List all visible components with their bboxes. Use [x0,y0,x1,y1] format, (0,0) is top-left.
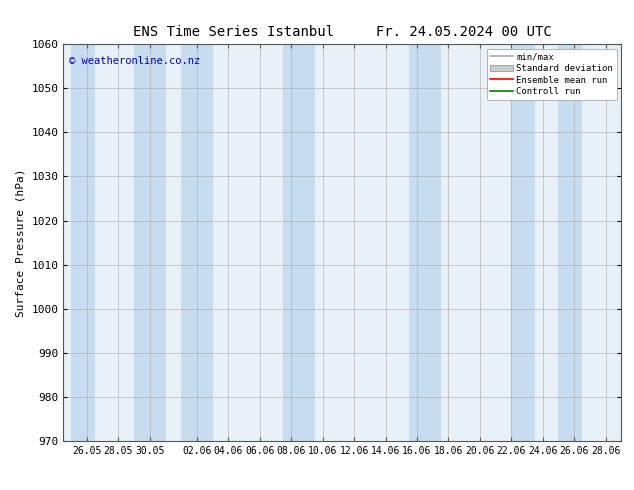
Bar [559,44,582,441]
Bar [71,44,95,441]
Bar [511,44,535,441]
Text: © weatheronline.co.nz: © weatheronline.co.nz [69,56,200,66]
Title: ENS Time Series Istanbul     Fr. 24.05.2024 00 UTC: ENS Time Series Istanbul Fr. 24.05.2024 … [133,25,552,39]
Bar [181,44,212,441]
Y-axis label: Surface Pressure (hPa): Surface Pressure (hPa) [16,168,26,317]
Legend: min/max, Standard deviation, Ensemble mean run, Controll run: min/max, Standard deviation, Ensemble me… [487,49,617,100]
Bar [409,44,441,441]
Bar [283,44,315,441]
Bar [134,44,165,441]
